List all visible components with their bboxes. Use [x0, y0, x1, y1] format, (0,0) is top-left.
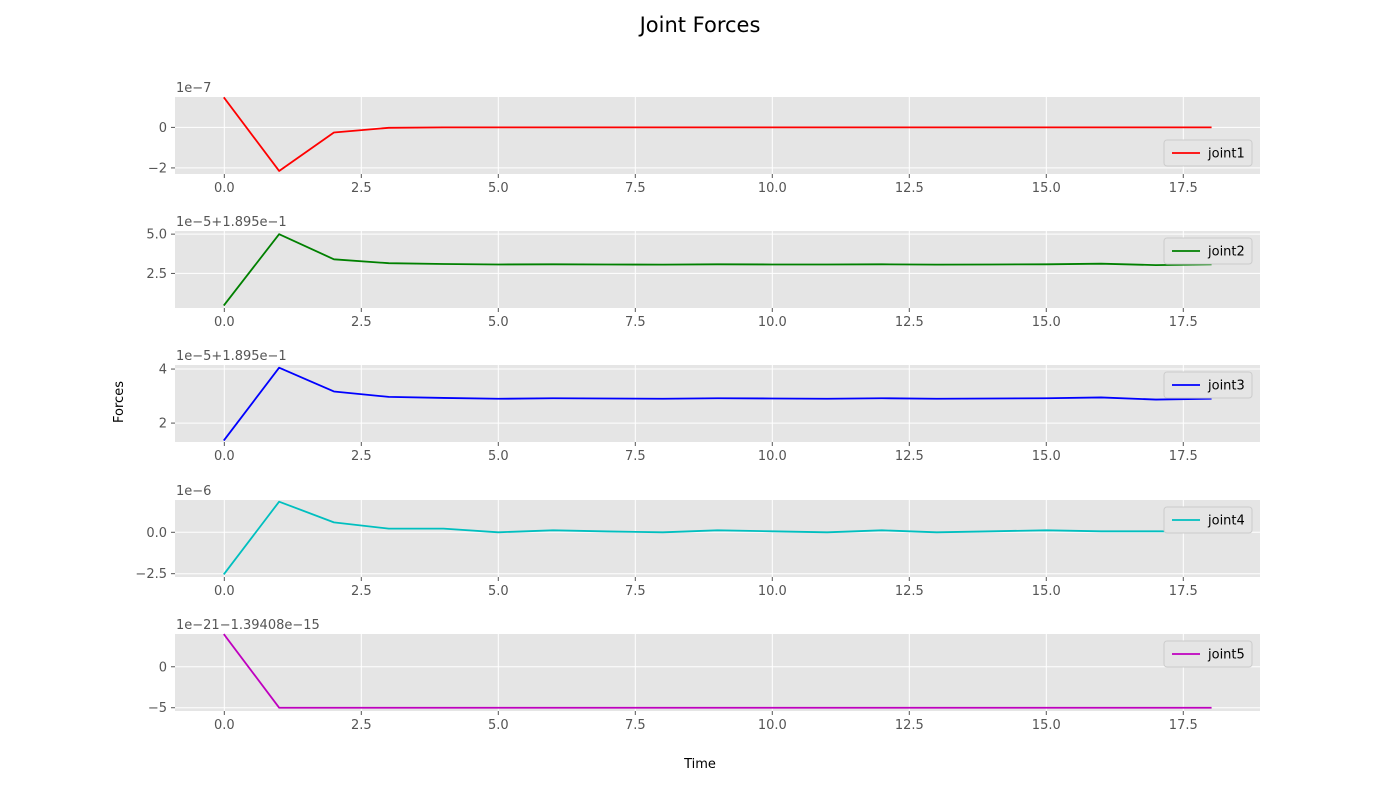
plot-background — [175, 97, 1260, 174]
y-tick-label: 0.0 — [146, 526, 167, 541]
x-tick-label: 7.5 — [625, 181, 646, 196]
x-axis-label: Time — [683, 757, 716, 772]
series-line-joint1 — [223, 96, 1212, 172]
legend-label: joint3 — [1207, 379, 1245, 394]
x-tick-label: 15.0 — [1032, 315, 1061, 330]
legend-box — [1163, 640, 1253, 668]
x-tick-label: 17.5 — [1169, 181, 1198, 196]
legend: joint1 — [1163, 139, 1253, 167]
y-offset-label: 1e−6 — [176, 484, 211, 499]
x-tick-label: 12.5 — [895, 449, 924, 464]
x-tick-label: 2.5 — [351, 315, 372, 330]
plot-background — [175, 365, 1260, 442]
x-tick-label: 5.0 — [488, 449, 509, 464]
legend: joint3 — [1163, 371, 1253, 399]
x-tick-label: 15.0 — [1032, 181, 1061, 196]
legend: joint5 — [1163, 640, 1253, 668]
y-tick-label: −5 — [148, 701, 167, 716]
figure-title: Joint Forces — [638, 13, 761, 37]
legend: joint4 — [1163, 506, 1253, 534]
x-tick-label: 5.0 — [488, 315, 509, 330]
series-line-joint5 — [223, 633, 1212, 709]
x-tick-label: 17.5 — [1169, 584, 1198, 599]
x-tick-label: 0.0 — [214, 718, 235, 733]
plot-background — [175, 634, 1260, 711]
x-tick-label: 12.5 — [895, 181, 924, 196]
legend-label: joint2 — [1207, 245, 1245, 260]
subplot-1: 0.0 2.5 5.0 7.5 10.0 12.5 15.0 17.5 −2 0 1e−7 joint… — [148, 81, 1260, 196]
x-tick-label: 5.0 — [488, 181, 509, 196]
y-tick-label: 0 — [159, 121, 167, 136]
x-tick-label: 15.0 — [1032, 584, 1061, 599]
x-tick-label: 0.0 — [214, 449, 235, 464]
legend: joint2 — [1163, 237, 1253, 265]
x-tick-label: 7.5 — [625, 315, 646, 330]
subplot-3: 0.0 2.5 5.0 7.5 10.0 12.5 15.0 17.5 2 4 1e−5+1.895… — [159, 349, 1260, 464]
x-tick-label: 2.5 — [351, 449, 372, 464]
x-tick-label: 10.0 — [758, 181, 787, 196]
legend-label: joint4 — [1207, 514, 1245, 529]
subplot-5: 0.0 2.5 5.0 7.5 10.0 12.5 15.0 17.5 −5 0 1e−21−1.3… — [148, 618, 1260, 733]
x-tick-label: 17.5 — [1169, 718, 1198, 733]
x-tick-label: 7.5 — [625, 718, 646, 733]
x-tick-label: 12.5 — [895, 584, 924, 599]
legend-label: joint1 — [1207, 147, 1245, 162]
y-offset-label: 1e−5+1.895e−1 — [176, 349, 287, 364]
y-tick-label: 2 — [159, 417, 167, 432]
x-tick-label: 0.0 — [214, 181, 235, 196]
subplot-4: 0.0 2.5 5.0 7.5 10.0 12.5 15.0 17.5 −2.5 0.0 1e−6 j… — [135, 484, 1260, 599]
x-tick-label: 5.0 — [488, 718, 509, 733]
x-tick-label: 2.5 — [351, 584, 372, 599]
x-tick-label: 10.0 — [758, 449, 787, 464]
series-line-joint4 — [223, 500, 1212, 575]
legend-box — [1163, 506, 1253, 534]
y-axis-label: Forces — [112, 381, 127, 423]
y-tick-label: −2 — [148, 161, 167, 176]
legend-label: joint5 — [1207, 648, 1245, 663]
y-tick-label: 0 — [159, 660, 167, 675]
x-tick-label: 12.5 — [895, 315, 924, 330]
y-tick-label: −2.5 — [135, 567, 167, 582]
y-offset-label: 1e−7 — [176, 81, 211, 96]
y-tick-label: 2.5 — [146, 267, 167, 282]
y-tick-label: 4 — [159, 363, 167, 378]
series-line-joint2 — [223, 233, 1212, 307]
legend-box — [1163, 371, 1253, 399]
x-tick-label: 17.5 — [1169, 449, 1198, 464]
series-line-joint3 — [223, 366, 1212, 442]
subplot-panels: 0.0 2.5 5.0 7.5 10.0 12.5 15.0 17.5 −2 0 1e−7 joint… — [135, 81, 1260, 733]
legend-box — [1163, 237, 1253, 265]
x-tick-label: 10.0 — [758, 584, 787, 599]
x-tick-label: 15.0 — [1032, 449, 1061, 464]
x-tick-label: 5.0 — [488, 584, 509, 599]
x-tick-label: 2.5 — [351, 181, 372, 196]
x-tick-label: 17.5 — [1169, 315, 1198, 330]
y-tick-label: 5.0 — [146, 228, 167, 243]
subplot-2: 0.0 2.5 5.0 7.5 10.0 12.5 15.0 17.5 2.5 5.0 1e−5+1… — [146, 215, 1260, 330]
x-tick-label: 12.5 — [895, 718, 924, 733]
x-tick-label: 7.5 — [625, 584, 646, 599]
x-tick-label: 10.0 — [758, 315, 787, 330]
x-tick-label: 7.5 — [625, 449, 646, 464]
y-offset-label: 1e−5+1.895e−1 — [176, 215, 287, 230]
x-tick-label: 15.0 — [1032, 718, 1061, 733]
x-tick-label: 10.0 — [758, 718, 787, 733]
plot-background — [175, 500, 1260, 577]
x-tick-label: 2.5 — [351, 718, 372, 733]
x-tick-label: 0.0 — [214, 315, 235, 330]
y-offset-label: 1e−21−1.39408e−15 — [176, 618, 320, 633]
x-tick-label: 0.0 — [214, 584, 235, 599]
plot-background — [175, 231, 1260, 308]
legend-box — [1163, 139, 1253, 167]
